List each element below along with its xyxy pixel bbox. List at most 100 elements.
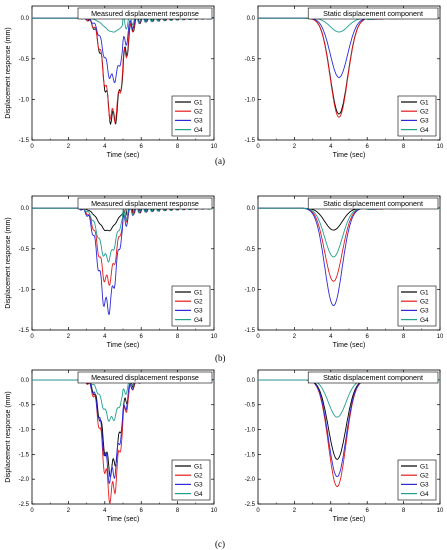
y-tick-label: -2.0 <box>19 477 30 483</box>
legend-label: G1 <box>420 463 429 470</box>
x-tick-label: 4 <box>103 144 107 150</box>
x-tick-label: 4 <box>329 144 333 150</box>
panel-a-right: 0 2 4 6 8 10 0.0 -0.5 -1.0 -1.5 Time (sec) Static d… <box>245 5 444 159</box>
panel-title: Static displacement component <box>323 9 423 18</box>
legend-label: G4 <box>420 317 429 324</box>
panel-title: Static displacement component <box>323 199 423 208</box>
y-tick-label: -0.5 <box>245 247 256 253</box>
x-axis-label: Time (sec) <box>107 516 140 523</box>
x-tick-label: 2 <box>293 508 297 514</box>
series-group <box>32 12 215 125</box>
series-group <box>32 202 215 316</box>
legend-label: G2 <box>194 473 203 480</box>
legend-label: G2 <box>194 109 203 116</box>
title-box <box>307 371 439 384</box>
y-tick-label: -1.5 <box>245 138 256 144</box>
x-tick-label: 8 <box>402 334 406 340</box>
legend-label: G4 <box>420 127 429 134</box>
x-tick-label: 4 <box>103 334 107 340</box>
legend-label: G1 <box>420 289 429 296</box>
legend-label: G4 <box>420 491 429 498</box>
title-box <box>77 371 213 384</box>
y-axis-label: Displacement response (mm) <box>5 391 12 482</box>
legend-label: G2 <box>420 299 429 306</box>
x-tick-label: 8 <box>402 144 406 150</box>
x-tick-label: 2 <box>67 508 71 514</box>
x-tick-label: 6 <box>140 144 144 150</box>
legend-label: G1 <box>420 99 429 106</box>
panel-title: Measured displacement response <box>91 373 199 382</box>
x-tick-label: 6 <box>140 508 144 514</box>
y-tick-label: -2.0 <box>245 477 256 483</box>
y-tick-label: -2.5 <box>245 502 256 508</box>
panel-title: Measured displacement response <box>91 199 199 208</box>
x-tick-label: 6 <box>140 334 144 340</box>
x-tick-label: 6 <box>366 508 370 514</box>
y-tick-label: -1.5 <box>19 138 30 144</box>
y-tick-label: 0.0 <box>21 16 30 22</box>
x-tick-label: 2 <box>67 144 71 150</box>
y-tick-label: 0.0 <box>247 378 256 384</box>
y-tick-label: -1.5 <box>19 452 30 458</box>
y-tick-label: -0.5 <box>19 403 30 409</box>
x-tick-label: 0 <box>256 144 260 150</box>
series-line-g4 <box>258 16 441 33</box>
y-tick-label: 0.0 <box>247 16 256 22</box>
x-tick-label: 2 <box>293 334 297 340</box>
title-box <box>77 7 213 20</box>
panel-c-right: 0 2 4 6 8 10 0.0 -0.5 -1.0 -1.5 -2.0 -2.5 Time (sec)… <box>245 369 444 523</box>
y-tick-label: -1.5 <box>19 328 30 334</box>
y-tick-label: 0.0 <box>21 206 30 212</box>
legend-label: G1 <box>194 289 203 296</box>
x-tick-label: 8 <box>176 334 180 340</box>
legend-label: G2 <box>420 109 429 116</box>
x-tick-label: 0 <box>30 508 34 514</box>
x-tick-label: 10 <box>211 334 218 340</box>
title-box <box>77 197 213 210</box>
panel-c-left: 0 2 4 6 8 10 0.0 -0.5 -1.0 -1.5 -2.0 -2.5 Time (sec)… <box>5 369 218 523</box>
caption-c: (c) <box>215 539 225 549</box>
y-tick-label: 0.0 <box>21 378 30 384</box>
x-tick-label: 0 <box>256 334 260 340</box>
x-tick-label: 4 <box>329 334 333 340</box>
x-tick-label: 6 <box>366 334 370 340</box>
x-axis-label: Time (sec) <box>333 516 366 523</box>
title-box <box>307 197 439 210</box>
x-axis-label: Time (sec) <box>333 342 366 349</box>
x-tick-label: 10 <box>437 508 444 514</box>
caption-b: (b) <box>215 353 226 363</box>
series-line-g2 <box>32 202 215 286</box>
x-tick-label: 0 <box>30 334 34 340</box>
x-tick-label: 4 <box>103 508 107 514</box>
legend-label: G4 <box>194 317 203 324</box>
y-tick-label: -0.5 <box>19 247 30 253</box>
legend-label: G4 <box>194 127 203 134</box>
x-axis-label: Time (sec) <box>333 152 366 159</box>
legend-label: G2 <box>194 299 203 306</box>
x-tick-label: 8 <box>402 508 406 514</box>
y-tick-label: -1.0 <box>19 287 30 293</box>
panel-a-left: 0 2 4 6 8 10 0.0 -0.5 -1.0 -1.5 Time (sec) Displace… <box>5 5 218 159</box>
legend-label: G4 <box>194 491 203 498</box>
x-tick-label: 2 <box>293 144 297 150</box>
x-tick-label: 10 <box>437 144 444 150</box>
y-axis-label: Displacement response (mm) <box>5 27 12 118</box>
x-tick-label: 10 <box>437 334 444 340</box>
x-tick-label: 10 <box>211 508 218 514</box>
legend-label: G1 <box>194 99 203 106</box>
y-tick-label: -0.5 <box>19 57 30 63</box>
x-tick-label: 0 <box>256 508 260 514</box>
series-line-g4 <box>258 206 441 258</box>
series-line-g4 <box>32 202 215 263</box>
x-tick-label: 0 <box>30 144 34 150</box>
y-tick-label: -1.0 <box>245 97 256 103</box>
y-tick-label: -1.0 <box>245 287 256 293</box>
panel-title: Static displacement component <box>323 373 423 382</box>
x-axis-label: Time (sec) <box>107 342 140 349</box>
legend-label: G3 <box>420 308 429 315</box>
legend-label: G1 <box>194 463 203 470</box>
y-tick-label: -1.0 <box>245 428 256 434</box>
legend-label: G3 <box>194 482 203 489</box>
x-tick-label: 10 <box>211 144 218 150</box>
